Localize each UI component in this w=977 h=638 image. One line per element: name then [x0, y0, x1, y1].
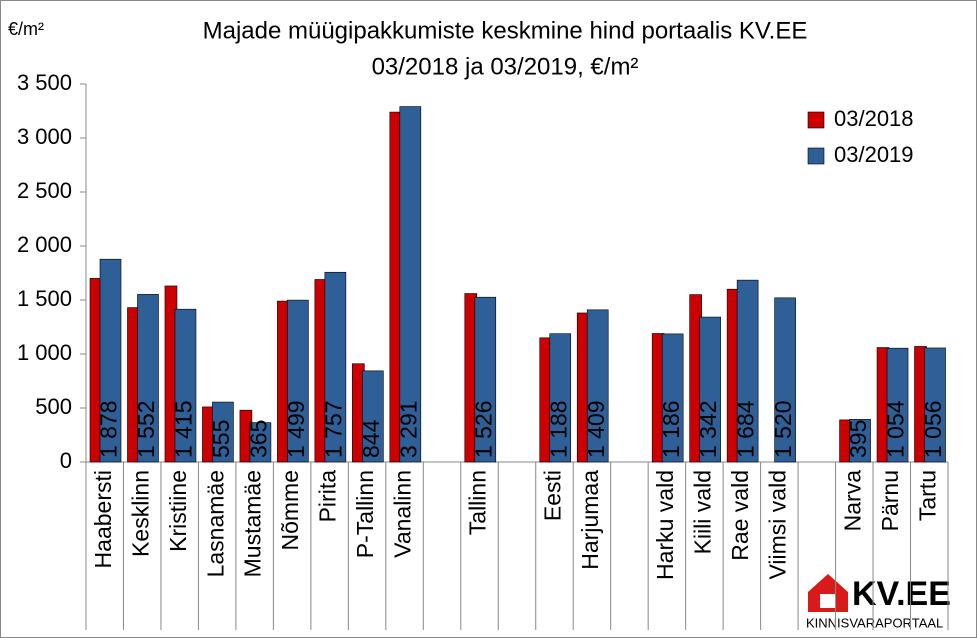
- legend-swatch: [807, 111, 825, 129]
- y-tick-label: 1 000: [17, 340, 72, 365]
- y-tick-label: 2 500: [17, 178, 72, 203]
- data-label: 1 520: [770, 400, 796, 458]
- x-tick-label: Lasnamäe: [202, 470, 228, 577]
- bar: [474, 296, 497, 463]
- logo: KV.EE KINNISVARAPORTAAL: [806, 574, 951, 630]
- data-label: 1 342: [695, 400, 721, 458]
- x-tick-label: Vanalinn: [390, 470, 416, 558]
- y-tick-label: 2 000: [17, 232, 72, 257]
- data-label: 1 054: [883, 400, 909, 458]
- data-label: 555: [208, 420, 234, 458]
- data-label: 1 188: [545, 400, 571, 458]
- bar: [174, 308, 197, 463]
- x-tick-label: Haabersti: [90, 470, 116, 568]
- x-tick-label: Harku vald: [652, 470, 678, 580]
- x-tick-label: Kristiine: [165, 470, 191, 552]
- bar: [212, 401, 234, 463]
- bar: [399, 106, 422, 463]
- x-tick-label: Tartu: [914, 470, 940, 521]
- data-label: 365: [245, 420, 271, 458]
- x-tick-label: Eesti: [540, 470, 566, 521]
- logo-icon-door: [820, 594, 836, 608]
- data-label: 395: [845, 420, 871, 458]
- logo-icon: [808, 574, 848, 612]
- data-label: 844: [358, 419, 384, 458]
- x-tick-label: Kesklinn: [127, 470, 153, 557]
- bar: [886, 347, 909, 463]
- bar: [924, 347, 946, 463]
- x-tick-label: Harjumaa: [577, 470, 603, 570]
- bar: [736, 279, 759, 463]
- y-tick-label: 3 500: [17, 70, 72, 95]
- bar: [137, 294, 159, 463]
- x-tick-label: Pärnu: [877, 470, 903, 531]
- x-tick-label: Narva: [839, 470, 865, 532]
- bar: [774, 297, 796, 463]
- x-tick-label: Kiili vald: [689, 470, 715, 554]
- bar: [99, 258, 122, 463]
- y-tick-label: 500: [35, 394, 72, 419]
- legend-label: 03/2018: [834, 106, 914, 131]
- y-tick-label: 3 000: [17, 124, 72, 149]
- x-tick-label: Rae vald: [727, 470, 753, 561]
- bar: [849, 419, 871, 463]
- bar: [362, 370, 384, 463]
- legend-label: 03/2019: [834, 142, 914, 167]
- bar: [586, 309, 609, 463]
- x-tick-label: P-Tallinn: [352, 470, 378, 558]
- chart-subtitle: 03/2018 ja 03/2019, €/m²: [372, 53, 639, 80]
- data-label: 1 684: [733, 400, 759, 458]
- y-axis-label: €/m²: [8, 19, 44, 39]
- bar: [324, 271, 347, 463]
- x-tick-label: Viimsi vald: [764, 470, 790, 580]
- logo-name: KV.EE: [852, 575, 951, 613]
- data-label: 1 757: [320, 400, 346, 458]
- data-label: 1 499: [283, 400, 309, 458]
- data-label: 1 056: [920, 400, 946, 458]
- data-label: 1 415: [171, 400, 197, 458]
- data-label: 1 186: [658, 400, 684, 458]
- logo-tagline: KINNISVARAPORTAAL: [806, 615, 943, 630]
- y-tick-label: 0: [60, 448, 72, 473]
- data-label: 1 878: [96, 400, 122, 458]
- y-tick-label: 1 500: [17, 286, 72, 311]
- bar: [661, 333, 684, 463]
- chart-title: Majade müügipakkumiste keskmine hind por…: [203, 17, 808, 44]
- data-label: 1 526: [470, 400, 496, 458]
- bar: [699, 316, 721, 463]
- bar: [287, 299, 309, 463]
- x-tick-label: Mustamäe: [240, 470, 266, 577]
- bar: [549, 333, 572, 463]
- data-label: 3 291: [395, 400, 421, 458]
- bar: [249, 422, 272, 463]
- data-label: 1 409: [583, 400, 609, 458]
- x-tick-label: Tallinn: [465, 470, 491, 535]
- data-label: 1 552: [133, 400, 159, 458]
- x-tick-label: Pirita: [315, 470, 341, 523]
- legend-swatch: [807, 147, 825, 165]
- x-tick-label: Nõmme: [277, 470, 303, 551]
